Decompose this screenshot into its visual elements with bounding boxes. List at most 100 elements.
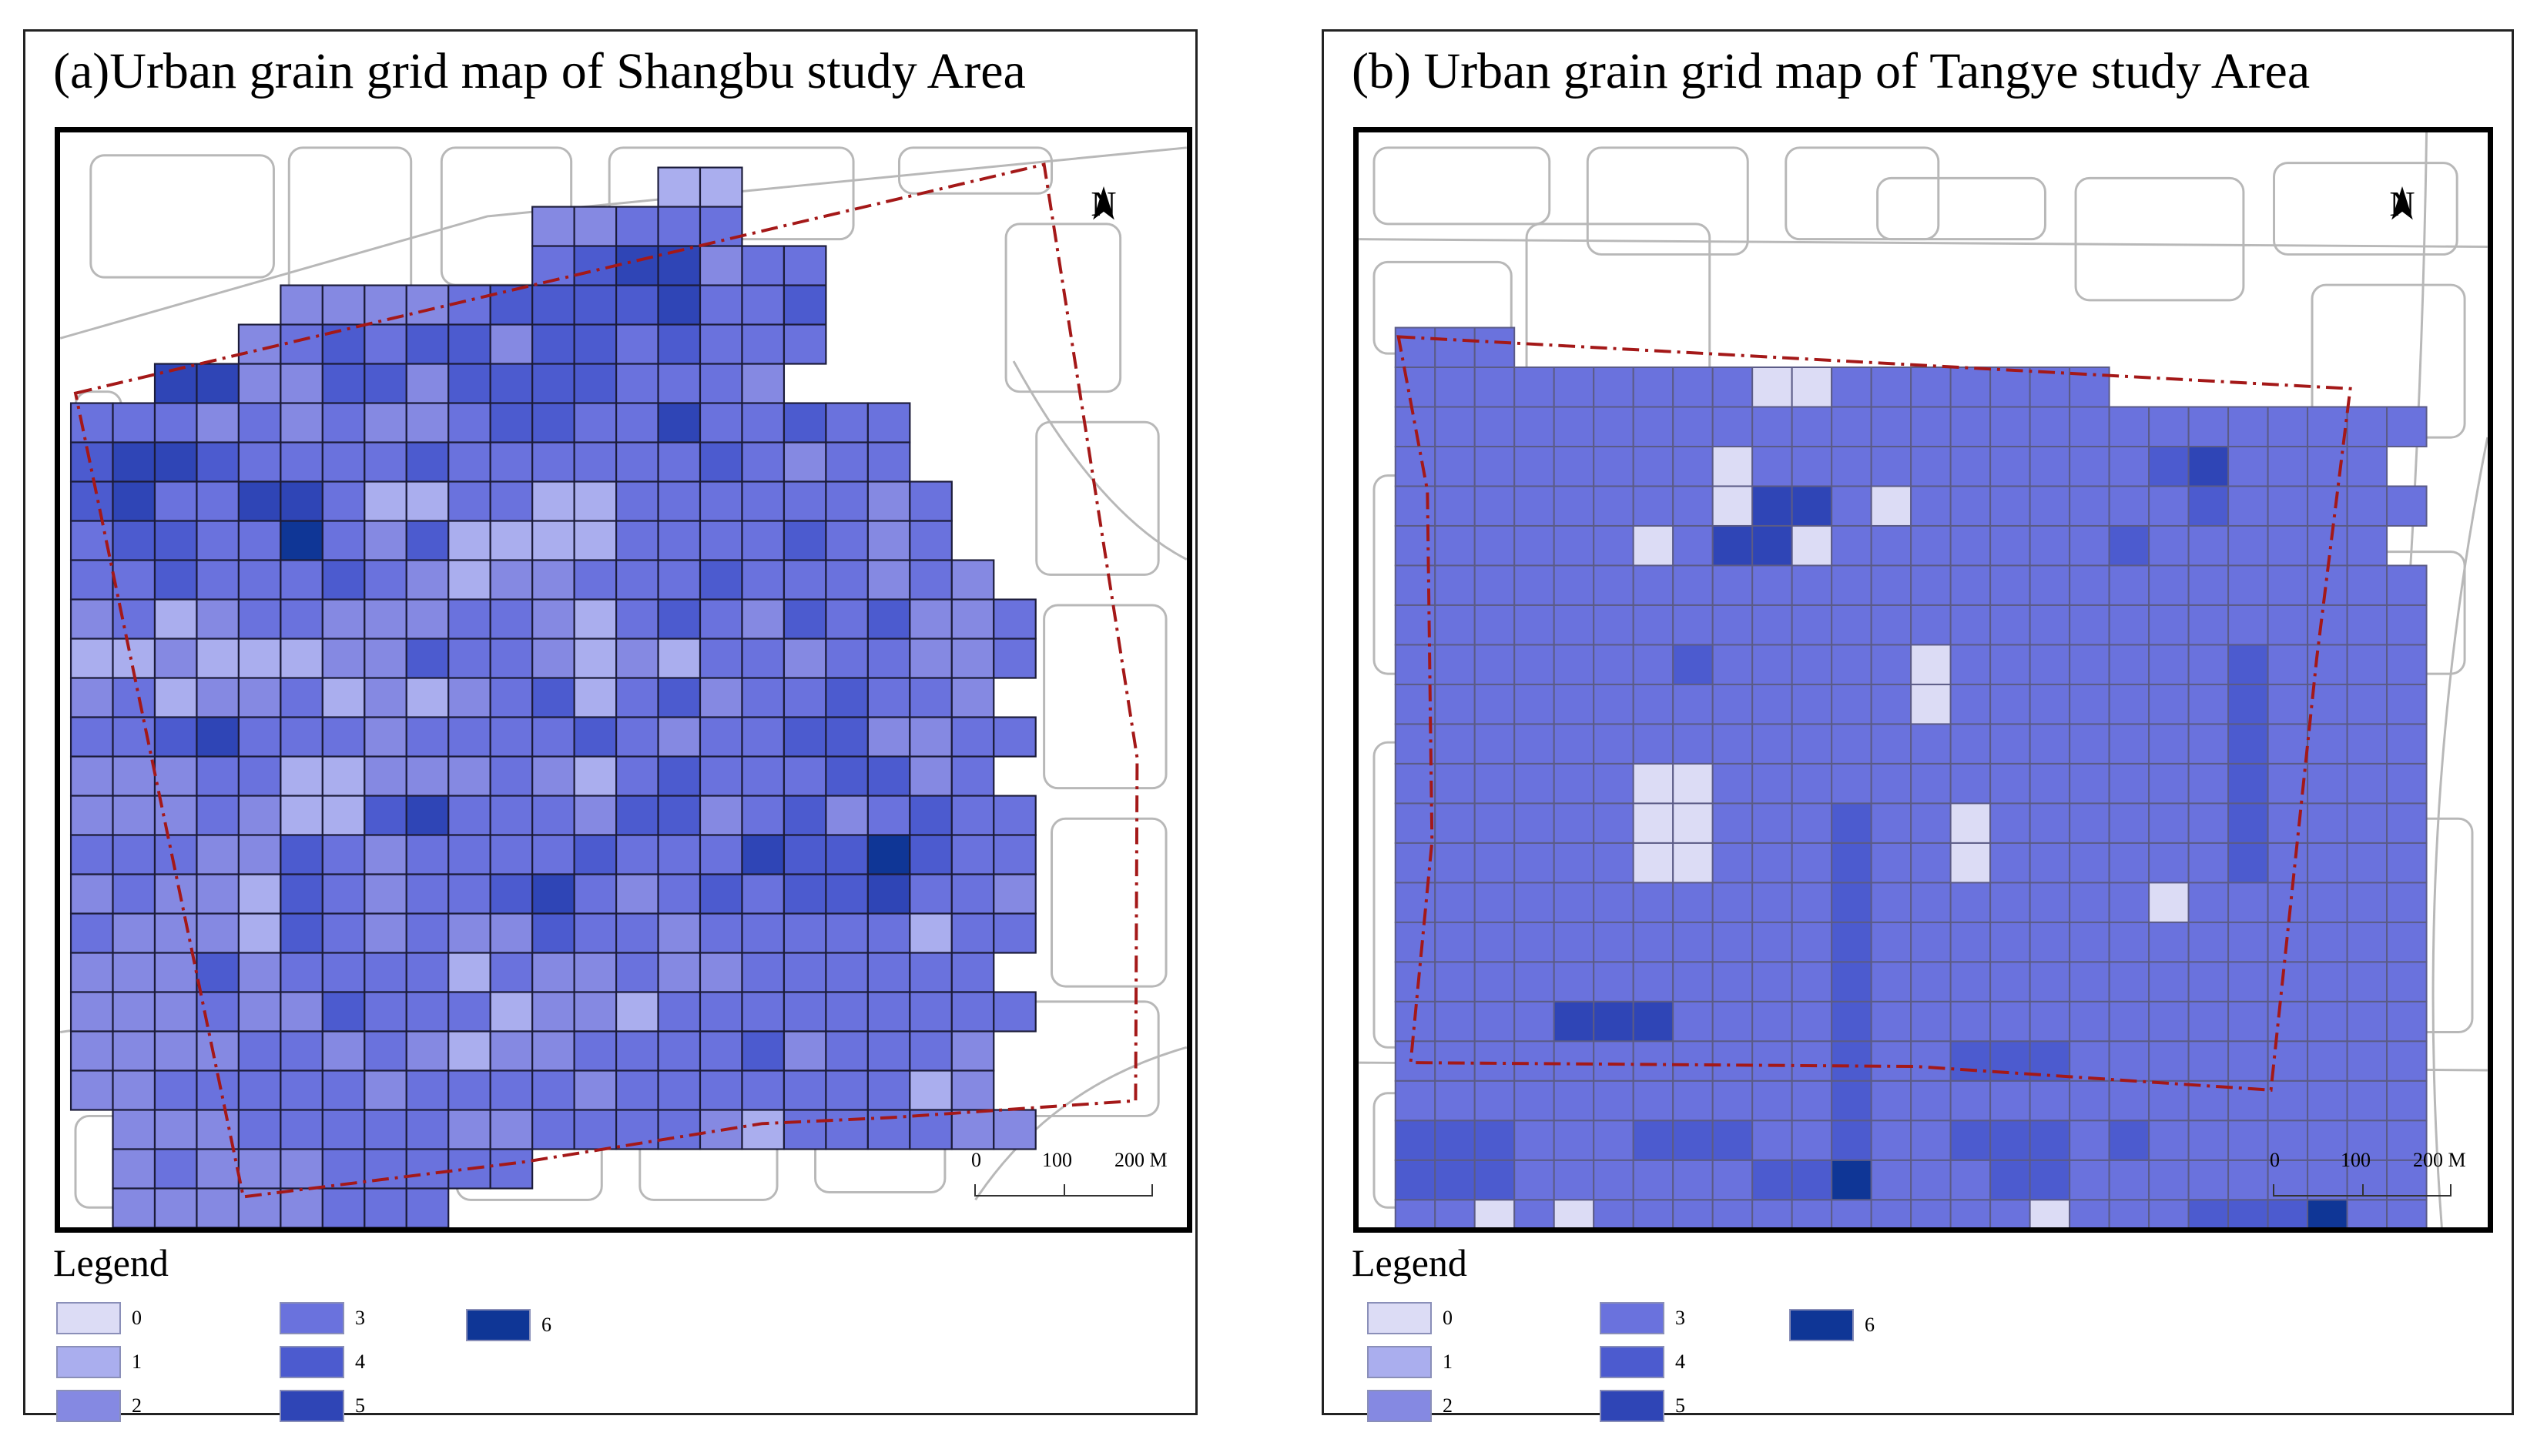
grid-cell xyxy=(69,912,114,954)
grid-cell xyxy=(2307,961,2348,1002)
grid-cell xyxy=(1434,961,1476,1002)
grid-cell xyxy=(1434,882,1476,923)
grid-cell xyxy=(405,1148,450,1190)
grid-cell xyxy=(1513,445,1555,487)
grid-cell xyxy=(2267,723,2309,765)
grid-cell xyxy=(1870,564,1912,606)
grid-cell xyxy=(1949,723,1992,765)
grid-cell xyxy=(280,402,323,443)
grid-cell xyxy=(866,677,911,718)
grid-cell xyxy=(1870,961,1912,1002)
grid-cell xyxy=(1910,524,1952,567)
grid-cell xyxy=(866,1069,911,1111)
grid-cell xyxy=(1394,802,1436,844)
grid-cell xyxy=(1831,1159,1872,1201)
grid-cell xyxy=(321,520,366,561)
grid-cell xyxy=(1632,842,1674,884)
grid-cell xyxy=(112,559,156,601)
grid-cell xyxy=(2346,762,2388,805)
grid-cell xyxy=(489,323,534,365)
grid-cell xyxy=(1394,1159,1436,1201)
grid-cell xyxy=(1711,524,1754,567)
grid-cell xyxy=(1632,564,1674,606)
grid-cell xyxy=(741,755,786,797)
grid-cell xyxy=(2386,1000,2428,1043)
grid-cell xyxy=(909,480,953,522)
grid-cell xyxy=(2029,1000,2071,1043)
grid-cell xyxy=(1394,1120,1436,1161)
grid-cell xyxy=(1553,723,1595,765)
grid-cell xyxy=(405,991,450,1033)
legend-swatch xyxy=(1600,1346,1664,1378)
grid-cell xyxy=(69,441,114,483)
grid-cell xyxy=(196,912,240,954)
grid-cell xyxy=(783,245,827,286)
grid-cell xyxy=(615,598,659,640)
grid-cell xyxy=(2346,445,2388,487)
grid-cell xyxy=(2069,485,2110,527)
grid-cell xyxy=(2108,842,2150,884)
grid-cell xyxy=(1672,524,1714,567)
grid-cell xyxy=(866,991,911,1033)
grid-cell xyxy=(1751,802,1793,844)
grid-cell xyxy=(2346,921,2388,963)
legend-label: 0 xyxy=(1443,1307,1453,1329)
grid-cell xyxy=(1553,683,1595,725)
grid-cell xyxy=(1711,802,1754,844)
grid-cell xyxy=(657,834,702,875)
grid-cell xyxy=(1870,524,1912,567)
grid-cell xyxy=(531,245,575,286)
grid-cell xyxy=(2187,445,2230,487)
grid-cell xyxy=(1553,1040,1595,1082)
grid-cell xyxy=(489,363,534,404)
grid-cell xyxy=(237,716,282,758)
grid-cell xyxy=(1791,1120,1833,1161)
grid-cell xyxy=(1791,762,1833,805)
grid-cell xyxy=(321,1109,366,1150)
grid-cell xyxy=(364,402,407,443)
grid-cell xyxy=(112,1148,156,1190)
grid-cell xyxy=(196,795,240,836)
grid-cell xyxy=(2148,564,2190,606)
grid-cell xyxy=(531,716,575,758)
grid-cell xyxy=(909,834,953,875)
grid-cell xyxy=(1553,882,1595,923)
grid-cell xyxy=(2187,882,2230,923)
grid-cell xyxy=(2108,683,2150,725)
grid-cell xyxy=(2148,445,2190,487)
urban-grain-grid-map xyxy=(1359,132,2488,1227)
grid-cell xyxy=(237,1109,282,1150)
grid-cell xyxy=(993,598,1037,640)
grid-cell xyxy=(1831,445,1872,487)
grid-cell xyxy=(69,795,114,836)
grid-cell xyxy=(657,363,702,404)
grid-cell xyxy=(321,1030,366,1072)
grid-cell xyxy=(783,559,827,601)
grid-cell xyxy=(489,284,534,326)
grid-cell xyxy=(657,166,702,208)
grid-cell xyxy=(2069,564,2110,606)
legend-item: 6 xyxy=(1789,1309,1875,1341)
grid-cell xyxy=(237,363,282,404)
grid-cell xyxy=(364,638,407,679)
grid-cell xyxy=(1949,802,1992,844)
legend-item: 2 xyxy=(1367,1390,1453,1422)
grid-cell xyxy=(615,638,659,679)
grid-cell xyxy=(2108,604,2150,646)
building-block xyxy=(1785,146,1940,241)
grid-cell xyxy=(280,480,323,522)
grid-cell xyxy=(1434,604,1476,646)
urban-grain-grid-map xyxy=(60,146,1187,1227)
grid-cell xyxy=(1473,1120,1516,1161)
grid-cell xyxy=(69,638,114,679)
grid-cell xyxy=(1870,1000,1912,1043)
grid-cell xyxy=(2346,1159,2388,1201)
grid-cell xyxy=(237,795,282,836)
grid-cell xyxy=(2108,1199,2150,1227)
grid-cell xyxy=(1553,1120,1595,1161)
grid-cell xyxy=(69,755,114,797)
grid-cell xyxy=(699,166,743,208)
grid-cell xyxy=(321,873,366,915)
grid-cell xyxy=(615,716,659,758)
grid-cell xyxy=(1910,921,1952,963)
